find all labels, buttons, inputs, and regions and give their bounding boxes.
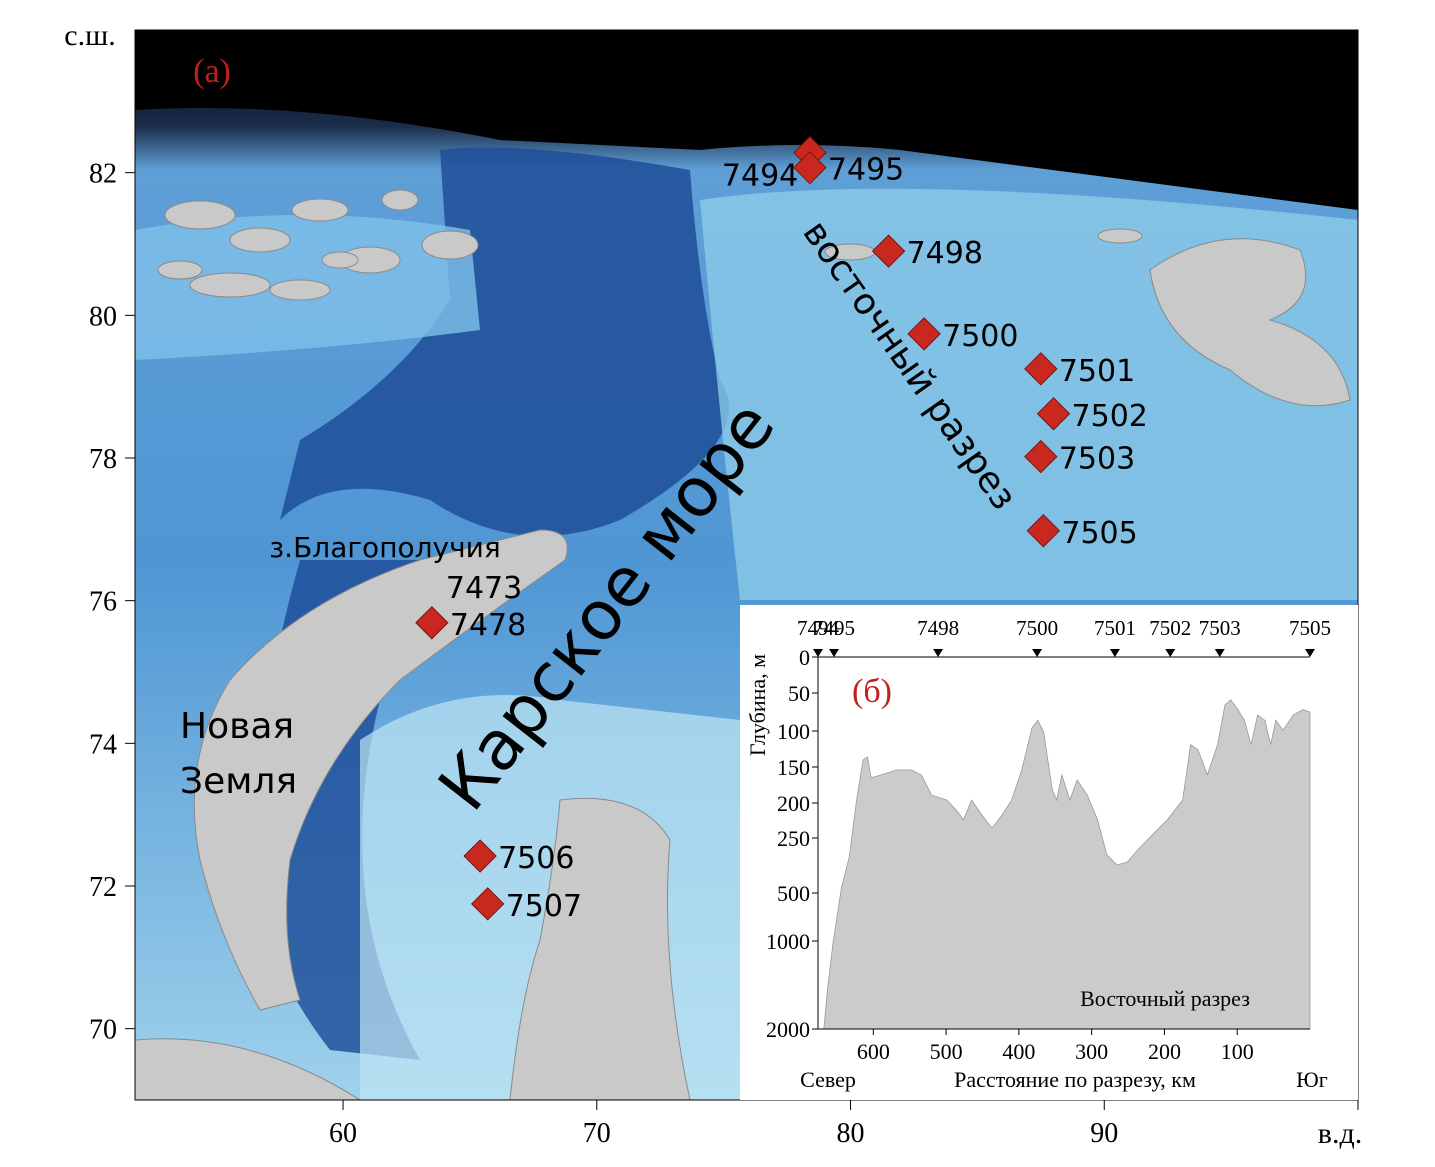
station-marker — [1024, 439, 1058, 474]
station-label: 7503 — [1059, 442, 1135, 477]
station-label: 7498 — [907, 236, 983, 271]
station-label: 7502 — [1072, 399, 1148, 434]
station-marker — [871, 234, 906, 268]
land-label: Земля — [180, 761, 297, 802]
y-tick-label: 72 — [89, 872, 117, 903]
x-tick-label: 200 — [1148, 1039, 1181, 1064]
station-marker — [470, 887, 505, 921]
x-tick-label: 600 — [857, 1039, 890, 1064]
depth-profile — [823, 699, 1311, 1030]
y-tick-label: 500 — [777, 881, 810, 906]
inset-title: Восточный разрез — [1080, 986, 1250, 1011]
station-marker — [415, 606, 449, 640]
x-tick-label: 100 — [1221, 1039, 1254, 1064]
island-label: з.Благополучия — [269, 531, 500, 564]
x-tick-label: 80 — [837, 1118, 865, 1149]
x-tick-label: 300 — [1075, 1039, 1108, 1064]
south-label: Юг — [1296, 1067, 1328, 1092]
station-marker — [907, 317, 941, 351]
station-tick — [1109, 649, 1120, 657]
station-label: 7500 — [1016, 616, 1058, 640]
station-marker — [793, 150, 827, 185]
station-label: 7501 — [1059, 354, 1135, 389]
station-label: 7505 — [1061, 516, 1137, 551]
x-tick-label: 70 — [583, 1118, 611, 1149]
inset-panel-label: (б) — [852, 673, 892, 710]
x-tick-label: 90 — [1090, 1118, 1118, 1149]
station-label: 7478 — [450, 608, 526, 643]
station-marker — [1024, 352, 1058, 386]
station-label: 7498 — [917, 616, 959, 640]
station-label: 7494 — [722, 159, 798, 194]
y-tick-label: 100 — [777, 719, 810, 744]
x-tick-label: 60 — [329, 1118, 357, 1149]
north-label: Север — [800, 1067, 856, 1092]
station-label: 7495 — [828, 153, 904, 188]
station-label: 7506 — [498, 841, 574, 876]
x-tick-label: 500 — [930, 1039, 963, 1064]
land-label: Новая — [180, 706, 294, 747]
map-background — [135, 30, 1358, 1100]
station-label: 7500 — [942, 319, 1018, 354]
station-marker — [1026, 514, 1061, 548]
station-tick — [829, 649, 840, 657]
y-tick-label: 50 — [788, 681, 810, 706]
station-tick — [813, 649, 823, 657]
y-tick-label: 80 — [89, 301, 117, 332]
y-tick-label: 74 — [89, 729, 117, 760]
y-tick-label: 2000 — [766, 1017, 810, 1042]
station-label: 7507 — [506, 889, 582, 924]
y-tick-label: 0 — [799, 645, 810, 670]
station-tick — [1214, 649, 1225, 657]
station-tick — [1165, 649, 1176, 657]
station-marker — [1036, 397, 1071, 431]
y-tick-label: 150 — [777, 755, 810, 780]
lat-axis-label: с.ш. — [64, 19, 115, 52]
x-tick-label: 400 — [1002, 1039, 1035, 1064]
station-label: 7503 — [1199, 616, 1241, 640]
y-tick-label: 200 — [777, 791, 810, 816]
station-label: 7494 — [797, 616, 840, 640]
y-tick-label: 1000 — [766, 929, 810, 954]
station-label: 7473 — [446, 571, 522, 606]
station-marker — [463, 839, 497, 873]
inset-x-axis-label: Расстояние по разрезу, км — [954, 1067, 1196, 1092]
station-label: 7502 — [1149, 616, 1191, 640]
station-label: 7505 — [1289, 616, 1331, 640]
station-label: 7495 — [813, 616, 855, 640]
station-tick — [1305, 649, 1315, 657]
station-tick — [933, 649, 944, 657]
y-tick-label: 70 — [89, 1015, 117, 1046]
station-label: 7501 — [1094, 616, 1136, 640]
y-tick-label: 78 — [89, 444, 117, 475]
y-tick-label: 82 — [89, 159, 117, 190]
panel-label: (а) — [193, 53, 231, 90]
lon-axis-label: в.д. — [1318, 1117, 1362, 1150]
y-tick-label: 76 — [89, 587, 117, 618]
y-tick-label: 250 — [777, 826, 810, 851]
station-tick — [1032, 649, 1043, 657]
inset-y-axis-label: Глубина, м — [745, 654, 770, 756]
